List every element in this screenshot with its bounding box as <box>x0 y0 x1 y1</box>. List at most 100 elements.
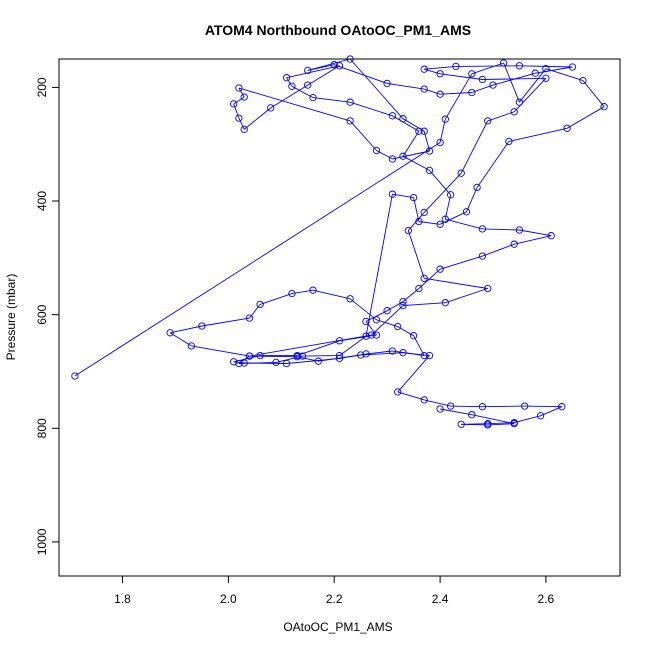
data-point <box>446 191 455 199</box>
series-line-segment <box>482 228 520 231</box>
x-tick-label: 1.8 <box>114 592 131 606</box>
series-line-segment <box>423 172 462 213</box>
series-line-segment <box>471 84 494 93</box>
data-point <box>267 104 275 112</box>
series-line-segment <box>387 82 425 90</box>
data-point <box>457 169 465 177</box>
series-line-segment <box>349 120 377 151</box>
series-line-segment <box>339 334 377 342</box>
data-point <box>436 138 444 147</box>
series-line-segment <box>407 212 425 231</box>
series-line-segment <box>407 230 425 279</box>
series-line-segment <box>270 84 308 109</box>
data-point <box>314 357 322 365</box>
series-line-segment <box>461 423 488 426</box>
data-point <box>293 353 301 361</box>
data-point <box>510 240 518 248</box>
series-line-segment <box>169 332 192 347</box>
series-line-segment <box>397 391 425 401</box>
series-line-segment <box>460 120 489 174</box>
series-lines <box>74 58 605 426</box>
series-line-segment <box>450 405 483 408</box>
data-point <box>362 350 370 358</box>
series-line-segment <box>334 64 388 84</box>
data-point <box>245 314 254 322</box>
data-point <box>542 65 550 73</box>
series-line-segment <box>482 243 515 257</box>
series-line-segment <box>524 405 562 408</box>
data-point <box>357 351 365 359</box>
x-tick-label: 2.4 <box>432 592 449 606</box>
series-line-segment <box>360 352 404 356</box>
data-point <box>478 225 487 233</box>
data-point <box>415 217 423 226</box>
series-line-segment <box>286 77 293 87</box>
series-line-segment <box>413 335 425 356</box>
data-point <box>547 232 555 240</box>
series-line-segment <box>440 92 472 95</box>
x-tick-label: 2.2 <box>326 592 343 606</box>
data-point <box>335 62 344 70</box>
data-point <box>505 137 513 146</box>
series-line-segment <box>402 118 425 132</box>
data-point <box>515 226 524 234</box>
data-point <box>235 359 243 368</box>
series-line-segment <box>349 298 377 321</box>
data-point <box>436 70 444 78</box>
chart-title: ATOM4 Northbound OAtoOC_PM1_AMS <box>205 22 471 38</box>
data-point <box>288 82 296 90</box>
data-point <box>404 226 412 235</box>
data-point <box>468 411 476 419</box>
series-line-segment <box>349 58 404 119</box>
data-point <box>230 100 238 108</box>
series-line-segment <box>471 414 515 425</box>
data-point <box>441 299 449 307</box>
data-point <box>245 352 254 360</box>
data-point <box>510 108 518 116</box>
data-point <box>230 358 238 366</box>
series-line-segment <box>492 72 536 86</box>
data-point <box>282 359 291 368</box>
series-line-segment <box>286 65 340 79</box>
x-tick-label: 2.0 <box>220 592 237 606</box>
series-line-segment <box>339 335 367 356</box>
data-point <box>515 98 524 106</box>
series-points <box>71 55 608 429</box>
data-point <box>304 66 312 75</box>
data-point <box>282 74 291 82</box>
series-line-segment <box>402 130 420 157</box>
series-line-segment <box>291 85 314 98</box>
data-point <box>510 420 518 428</box>
series-line-segment <box>370 305 404 336</box>
data-point <box>462 208 471 216</box>
data-point <box>521 402 529 410</box>
series-line-segment <box>402 352 430 357</box>
series-line-segment <box>402 302 446 307</box>
series-line-segment <box>424 68 441 75</box>
plot-frame <box>58 58 621 577</box>
series-line-segment <box>424 65 456 70</box>
x-axis-label: OAtoOC_PM1_AMS <box>283 620 392 634</box>
data-point <box>394 388 402 396</box>
data-point <box>499 59 508 67</box>
series-line-segment <box>402 155 430 171</box>
y-axis-label: Pressure (mbar) <box>4 274 18 361</box>
data-point <box>198 322 206 330</box>
data-point <box>484 421 492 429</box>
series-line-segment <box>365 350 393 355</box>
data-point <box>367 331 375 339</box>
data-point <box>166 329 174 337</box>
data-point <box>484 284 492 293</box>
data-point <box>441 215 449 223</box>
data-point <box>256 351 264 360</box>
series-line-segment <box>487 423 515 426</box>
data-point <box>415 284 423 293</box>
data-point <box>484 117 492 125</box>
data-point <box>335 351 344 360</box>
series-line-segment <box>508 127 568 142</box>
series-line-segment <box>445 288 488 304</box>
series-line-segment <box>487 111 515 122</box>
series-line-segment <box>439 119 446 143</box>
